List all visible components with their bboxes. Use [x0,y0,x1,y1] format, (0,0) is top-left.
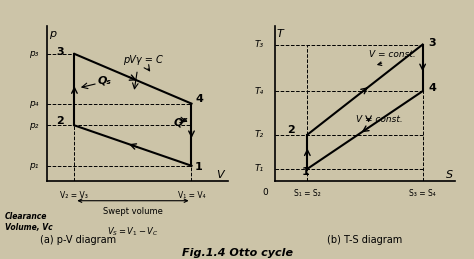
Text: T₄: T₄ [255,87,264,96]
Text: S₁ = S₂: S₁ = S₂ [294,189,321,198]
Text: 4: 4 [195,94,203,104]
Text: (a) p-V diagram: (a) p-V diagram [40,235,116,246]
Text: Swept volume: Swept volume [103,207,163,216]
Text: T: T [277,29,283,39]
Text: S: S [446,170,453,180]
Text: $V_S = V_1 - V_C$: $V_S = V_1 - V_C$ [107,225,159,238]
Text: p₂: p₂ [29,121,38,130]
Text: 2: 2 [287,125,295,135]
Text: 4: 4 [428,83,436,93]
Text: S₃ = S₄: S₃ = S₄ [409,189,436,198]
Text: T₂: T₂ [255,130,264,139]
Text: 1: 1 [301,167,310,177]
Text: p₃: p₃ [29,49,38,58]
Text: Qₛ: Qₛ [98,75,111,85]
Text: 3: 3 [56,47,64,57]
Text: V₂ = V₃: V₂ = V₃ [61,191,88,200]
Text: V: V [216,170,224,180]
Text: 0: 0 [262,188,268,197]
Text: V = const.: V = const. [369,50,415,66]
Text: 2: 2 [56,116,64,126]
Text: p: p [49,29,56,39]
Text: 1: 1 [195,162,203,172]
Text: pVγ = C: pVγ = C [123,55,163,65]
Text: V₁ = V₄: V₁ = V₄ [178,191,205,200]
Text: (b) T-S diagram: (b) T-S diagram [328,235,402,246]
Text: Clearance
Volume, Vᴄ: Clearance Volume, Vᴄ [5,212,52,232]
Text: T₁: T₁ [255,164,264,173]
Text: Qᴿ: Qᴿ [173,117,188,127]
Text: T₃: T₃ [255,40,264,49]
Text: V = const.: V = const. [356,115,403,124]
Text: Fig.1.4 Otto cycle: Fig.1.4 Otto cycle [182,248,292,258]
Text: p₁: p₁ [29,161,38,170]
Text: p₄: p₄ [29,99,38,108]
Text: 3: 3 [428,38,436,48]
